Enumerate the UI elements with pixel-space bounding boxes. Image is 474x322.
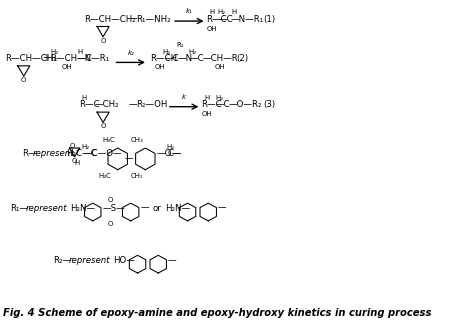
Text: Fig. 4 Scheme of epoxy-amine and epoxy-hydroxy kinetics in curing process: Fig. 4 Scheme of epoxy-amine and epoxy-h… [3, 308, 432, 318]
Text: O: O [100, 38, 106, 44]
Text: H: H [204, 95, 209, 101]
Text: represent: represent [69, 256, 110, 265]
Text: R₁—NH₂: R₁—NH₂ [136, 14, 171, 24]
Text: R—CH—CH₂: R—CH—CH₂ [84, 14, 136, 24]
Text: HO—: HO— [113, 256, 135, 265]
Text: H₂C—C: H₂C—C [66, 149, 97, 158]
Text: H₂: H₂ [51, 49, 59, 55]
Text: R—C: R—C [207, 14, 227, 24]
Text: —C: —C [216, 100, 231, 109]
Text: —CH—R: —CH—R [203, 54, 239, 63]
Text: H₂: H₂ [82, 144, 90, 150]
Text: —O—R₂: —O—R₂ [229, 100, 263, 109]
Text: H₂: H₂ [217, 9, 225, 15]
Text: H₂: H₂ [215, 95, 224, 101]
Text: —C: —C [189, 54, 204, 63]
Text: —C—O—: —C—O— [83, 149, 122, 158]
Text: —: — [140, 204, 149, 213]
Text: —N: —N [177, 54, 192, 63]
Text: —: — [168, 256, 176, 265]
Text: R₂—OH: R₂—OH [136, 100, 167, 109]
Text: H₂N—: H₂N— [70, 204, 95, 213]
Text: —C: —C [164, 54, 179, 63]
Text: H₃C: H₃C [102, 137, 115, 143]
Text: (2): (2) [237, 54, 249, 63]
Text: —S—: —S— [102, 204, 125, 213]
Text: +: + [42, 53, 50, 63]
Text: represent: represent [32, 149, 74, 158]
Text: O: O [107, 221, 113, 227]
Text: H: H [231, 9, 237, 15]
Text: H: H [209, 9, 214, 15]
Text: k₂: k₂ [128, 50, 134, 55]
Text: H: H [82, 95, 87, 101]
Text: —N—R₁: —N—R₁ [76, 54, 109, 63]
Text: O: O [21, 77, 27, 83]
Text: H₂: H₂ [189, 49, 197, 55]
Text: R—CH: R—CH [150, 54, 178, 63]
Text: OH: OH [201, 110, 212, 117]
Text: H₃C: H₃C [99, 173, 111, 179]
Text: H: H [74, 160, 80, 166]
Text: H: H [77, 49, 82, 55]
Text: represent: represent [26, 204, 67, 213]
Text: R₁—: R₁— [10, 204, 28, 213]
Text: R—: R— [22, 149, 36, 158]
Text: R₁: R₁ [176, 42, 183, 48]
Text: R—C: R—C [201, 100, 222, 109]
Text: k: k [182, 94, 186, 100]
Text: H₂N—: H₂N— [165, 204, 190, 213]
Text: C—: C— [168, 149, 182, 158]
Text: —N—R₁: —N—R₁ [231, 14, 264, 24]
Text: O: O [69, 143, 75, 149]
Text: OH: OH [214, 64, 225, 70]
Text: —: — [129, 100, 137, 109]
Text: R—C: R—C [79, 100, 100, 109]
Text: O: O [107, 197, 113, 203]
Text: (1): (1) [264, 14, 275, 24]
Text: H₂: H₂ [163, 49, 171, 55]
Text: H₂: H₂ [166, 144, 174, 150]
Text: —CH₂: —CH₂ [94, 100, 119, 109]
Text: R—CH—C: R—CH—C [50, 54, 91, 63]
Text: (3): (3) [264, 100, 275, 109]
Text: —O—: —O— [156, 149, 181, 158]
Text: k₁: k₁ [186, 8, 192, 14]
Text: OH: OH [155, 64, 165, 70]
Text: OH: OH [62, 64, 73, 70]
Text: CH₁: CH₁ [130, 173, 143, 179]
Text: CH₃: CH₃ [130, 137, 143, 143]
Text: O: O [72, 158, 77, 164]
Text: —C: —C [219, 14, 233, 24]
Text: —: — [125, 154, 133, 163]
Text: R—CH—CH₂: R—CH—CH₂ [5, 54, 56, 63]
Text: OH: OH [206, 26, 217, 32]
Text: —: — [218, 204, 227, 213]
Text: R₂—: R₂— [53, 256, 71, 265]
Text: or: or [152, 204, 161, 213]
Text: O: O [100, 123, 106, 129]
Text: —: — [129, 14, 137, 24]
